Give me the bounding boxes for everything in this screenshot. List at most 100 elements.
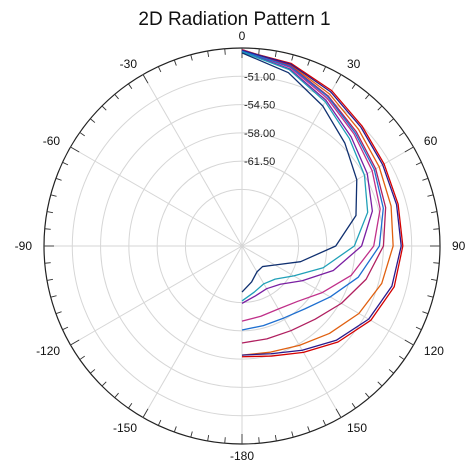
angle-tick	[388, 369, 394, 374]
angle-tick	[377, 105, 383, 111]
angle-tick	[415, 161, 422, 166]
radial-tick-label: -61.50	[244, 156, 275, 168]
angle-tick	[335, 74, 342, 84]
angle-tick-label: 120	[424, 344, 444, 358]
angle-tick	[433, 262, 440, 264]
series-line-7	[241, 50, 384, 331]
angle-tick	[388, 118, 394, 123]
angle-tick	[224, 437, 226, 444]
angle-tick-label: 90	[452, 239, 466, 253]
angle-tick	[427, 194, 434, 197]
angle-tick	[291, 54, 294, 61]
pattern-series	[241, 48, 404, 358]
angle-tick	[190, 431, 193, 438]
angle-tick	[55, 311, 62, 315]
angle-tick	[322, 66, 327, 73]
angle-tick	[365, 94, 370, 100]
angle-tick	[101, 381, 107, 387]
angle-tick	[322, 419, 327, 426]
angle-tick	[62, 326, 69, 331]
angle-tick	[90, 118, 96, 123]
angle-tick-label: -150	[113, 421, 137, 435]
angle-tick	[62, 161, 69, 166]
angle-tick	[173, 426, 177, 433]
angle-tick	[422, 311, 429, 315]
angle-tick	[351, 83, 356, 89]
angle-tick	[433, 228, 440, 230]
angle-tick	[70, 339, 80, 346]
grid-spoke	[241, 245, 414, 346]
series-line-3	[241, 49, 387, 344]
radial-tick-label: -54.50	[244, 100, 275, 112]
series-line-6	[241, 49, 402, 356]
grid-spoke	[70, 245, 243, 346]
angle-tick	[404, 339, 414, 346]
grid-spoke	[241, 74, 342, 247]
angle-tick	[258, 437, 260, 444]
series-line-5	[241, 50, 374, 304]
angle-tick	[274, 435, 277, 442]
angle-tick	[415, 326, 422, 331]
series-line-1	[241, 49, 404, 358]
angle-tick	[46, 278, 53, 281]
angle-tick	[114, 94, 119, 100]
angle-tick	[431, 278, 438, 281]
radial-tick-label: -51.00	[244, 71, 275, 83]
angle-tick	[44, 262, 51, 264]
grid-spoke	[241, 245, 342, 418]
angle-tick-label: -120	[36, 344, 60, 358]
angle-tick	[114, 392, 119, 398]
angle-tick	[44, 228, 51, 230]
angle-tick	[431, 211, 438, 214]
series-line-4	[241, 49, 381, 322]
radial-tick-label: -58.00	[244, 128, 275, 140]
series-line-8	[241, 51, 369, 302]
angle-tick	[422, 177, 429, 181]
angle-tick	[365, 392, 370, 398]
angle-tick	[377, 381, 383, 387]
angle-tick	[207, 50, 210, 57]
angle-tick	[399, 355, 405, 360]
angle-tick-label: 0	[239, 29, 246, 43]
angle-tick	[335, 408, 342, 418]
angle-tick-label: -180	[230, 449, 254, 463]
angle-tick	[90, 369, 96, 374]
angle-tick	[50, 295, 57, 298]
grid-spoke	[142, 74, 243, 247]
chart-title: 2D Radiation Pattern 1	[138, 9, 331, 30]
angle-tick	[142, 74, 149, 84]
grid-spoke	[241, 146, 414, 247]
axis-labels: 0 30 60 90 120 150 -180 -150 -120 -90 -60 -30 -51.00…	[15, 29, 466, 463]
angle-tick	[190, 54, 193, 61]
angle-tick	[46, 211, 53, 214]
angle-tick	[50, 194, 57, 197]
angle-tick-label: -60	[43, 134, 61, 148]
angle-tick-label: 30	[347, 57, 361, 71]
angle-tick	[142, 408, 149, 418]
angle-tick	[70, 146, 80, 153]
angle-tick-label: 150	[347, 421, 367, 435]
angle-tick	[157, 419, 162, 426]
angle-tick	[55, 177, 62, 181]
angle-tick	[351, 403, 356, 409]
angle-tick-label: -30	[120, 57, 138, 71]
angle-tick	[274, 50, 277, 57]
angle-tick	[404, 146, 414, 153]
angle-tick	[173, 59, 177, 66]
angle-tick	[128, 403, 133, 409]
angle-tick	[307, 59, 311, 66]
angle-tick	[101, 105, 107, 111]
angle-tick	[307, 426, 311, 433]
angle-tick	[258, 48, 260, 55]
angle-tick	[157, 66, 162, 73]
series-line-9	[241, 52, 358, 293]
series-line-2	[241, 48, 394, 356]
angle-tick	[128, 83, 133, 89]
angle-tick	[79, 132, 85, 137]
angle-tick	[427, 295, 434, 298]
angle-tick-label: 60	[424, 134, 438, 148]
angle-tick-label: -90	[15, 239, 33, 253]
angle-tick	[207, 435, 210, 442]
grid-spoke	[70, 146, 243, 247]
